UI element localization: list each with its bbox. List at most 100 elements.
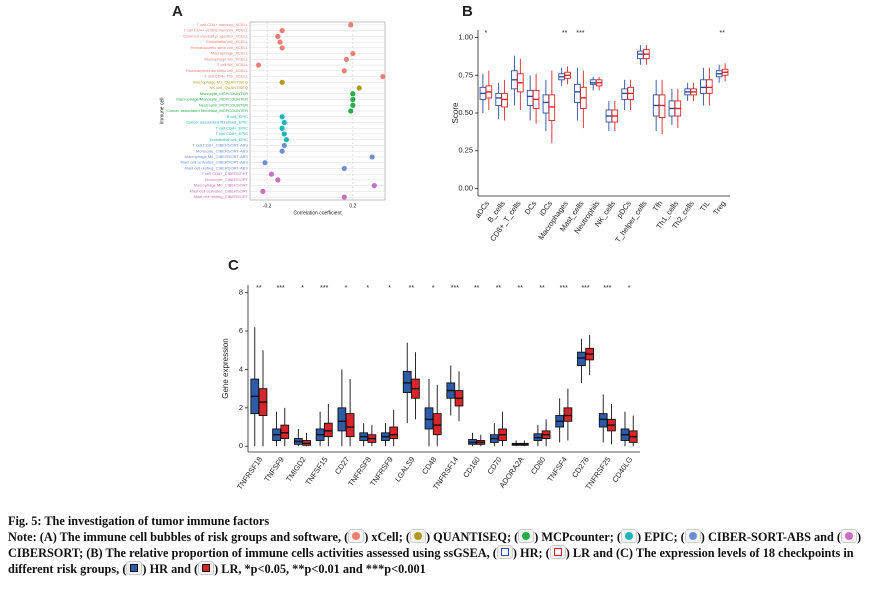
- y-tick-label: T cell NK_XCELL: [217, 62, 249, 67]
- significance: *: [485, 30, 488, 37]
- x-tick-label: CD70: [485, 455, 503, 476]
- box: [621, 88, 628, 100]
- significance: *: [628, 285, 631, 292]
- significance: *: [301, 285, 304, 292]
- box: [526, 89, 534, 106]
- legend-icon: [348, 529, 365, 543]
- dot: [341, 194, 347, 200]
- y-tick-label: 0.75: [458, 70, 473, 79]
- significance: ***: [320, 285, 328, 292]
- box: [389, 426, 399, 440]
- y-tick-label: Hematopoietic stem cell_XCELL: [191, 45, 249, 50]
- significance: ***: [451, 285, 459, 292]
- dot: [279, 148, 285, 154]
- caption-text: ) LR, *p<0.05, **p<0.01 and ***p<0.001: [214, 562, 426, 576]
- x-tick-label: LGALS9: [393, 455, 417, 483]
- significance: **: [496, 285, 502, 292]
- caption-text: ) QUANTISEQ; (: [426, 530, 519, 544]
- significance: ***: [277, 285, 285, 292]
- box: [637, 50, 644, 60]
- y-tick-label: T cell CD8+_CIBERSORT-ABS: [192, 143, 248, 148]
- box: [589, 79, 597, 85]
- y-tick-label: Macrophage M1_QUANTISEQ: [193, 79, 248, 84]
- dot: [371, 183, 377, 189]
- significance: ***: [581, 285, 589, 292]
- caption-text: ) CIBER-SORT-ABS and (: [700, 530, 842, 544]
- legend-icon: [841, 529, 858, 543]
- caption-text: ) MCPcounter; (: [534, 530, 621, 544]
- box: [577, 351, 586, 367]
- y-tick-label: Monocyte_MCPCOUNTER: [200, 91, 248, 96]
- y-tick-label: Macrophage M0_CIBERSORT: [194, 183, 249, 188]
- significance: *: [388, 285, 391, 292]
- dot: [262, 160, 268, 166]
- y-tick-label: Macrophage/Monocyte_MCPCOUNTER: [176, 97, 248, 102]
- box: [542, 94, 550, 114]
- dot: [279, 125, 285, 131]
- caption-text: ) HR; (: [512, 546, 550, 560]
- y-tick-label: 0: [239, 441, 243, 450]
- x-tick-label: CD160: [461, 455, 482, 479]
- dot: [350, 96, 356, 103]
- caption-text: ) xCell; (: [364, 530, 410, 544]
- dot: [348, 22, 354, 28]
- y-tick-label: Endothelial cell_XCELL: [206, 39, 249, 44]
- x-tick-label: TNFSF15: [303, 455, 329, 487]
- x-tick-label: TNFSF4: [545, 455, 569, 483]
- box: [337, 407, 347, 432]
- x-axis-title: Correlation coefficient: [293, 210, 342, 216]
- box: [706, 79, 713, 94]
- y-tick-label: Macrophage M1_XCELL: [204, 56, 249, 61]
- significance: *: [345, 285, 348, 292]
- box: [574, 83, 581, 103]
- y-tick-label: Neutrophil_MCPCOUNTER: [199, 102, 248, 107]
- y-axis-title: Immune cell: [159, 98, 165, 125]
- y-tick-label: B cell_EPIC: [227, 114, 248, 119]
- dot: [350, 50, 356, 57]
- dot: [341, 68, 347, 74]
- y-tick-label: Monocyte_CIBERSORT-ABS: [196, 148, 248, 153]
- dot: [350, 91, 356, 97]
- y-tick-label: Cancer associated fibroblast_MCPCOUNTER: [167, 108, 248, 113]
- x-tick-label: TNFRSF18: [235, 455, 264, 491]
- y-tick-label: Macrophage_XCELL: [211, 51, 249, 56]
- y-tick-label: T cell CD4+_EPIC: [216, 125, 249, 130]
- caption-text: ) HR and (: [142, 562, 199, 576]
- y-tick-label: Macrophage M0_CIBERSORT-ABS: [184, 154, 248, 159]
- x-tick-label: CD48: [420, 455, 438, 476]
- x-tick-label: CD80: [529, 455, 547, 476]
- panel-label: C: [228, 257, 239, 274]
- y-tick-label: 0.25: [458, 146, 473, 155]
- y-tick-label: T cell CD8+_CIBERSORT: [202, 171, 249, 176]
- x-tick-label: DCs: [523, 199, 539, 216]
- significance: **: [256, 285, 262, 292]
- x-tick-label: Tfh: [651, 199, 665, 213]
- dot: [341, 165, 347, 172]
- box: [598, 413, 608, 428]
- y-tick-label: T cell CD4+ memory_XCELL: [197, 22, 249, 27]
- box: [658, 94, 666, 118]
- dot: [380, 73, 386, 80]
- panel-label: A: [172, 3, 183, 20]
- significance: ***: [576, 30, 584, 37]
- dot: [279, 79, 285, 85]
- y-tick-label: 6: [239, 326, 243, 335]
- y-tick-label: NK cell_QUANTISEQ: [210, 85, 248, 90]
- dot: [356, 85, 362, 91]
- legend-icon: [198, 561, 215, 575]
- dot: [255, 62, 262, 68]
- dot: [281, 142, 287, 149]
- box: [432, 413, 442, 436]
- significance: **: [719, 30, 725, 37]
- panel-label: B: [462, 3, 473, 20]
- x-tick-label: -0.2: [263, 203, 272, 209]
- legend-icon: [126, 561, 143, 575]
- y-tick-label: 1.00: [458, 33, 473, 42]
- y-axis-title: Score: [451, 102, 460, 123]
- x-tick-label: TIL: [698, 199, 712, 213]
- caption-text: ) EPIC; (: [636, 530, 685, 544]
- significance: **: [474, 285, 480, 292]
- legend-icon: [620, 529, 637, 543]
- y-tick-label: Cancer associated fibroblast_EPIC: [186, 120, 248, 125]
